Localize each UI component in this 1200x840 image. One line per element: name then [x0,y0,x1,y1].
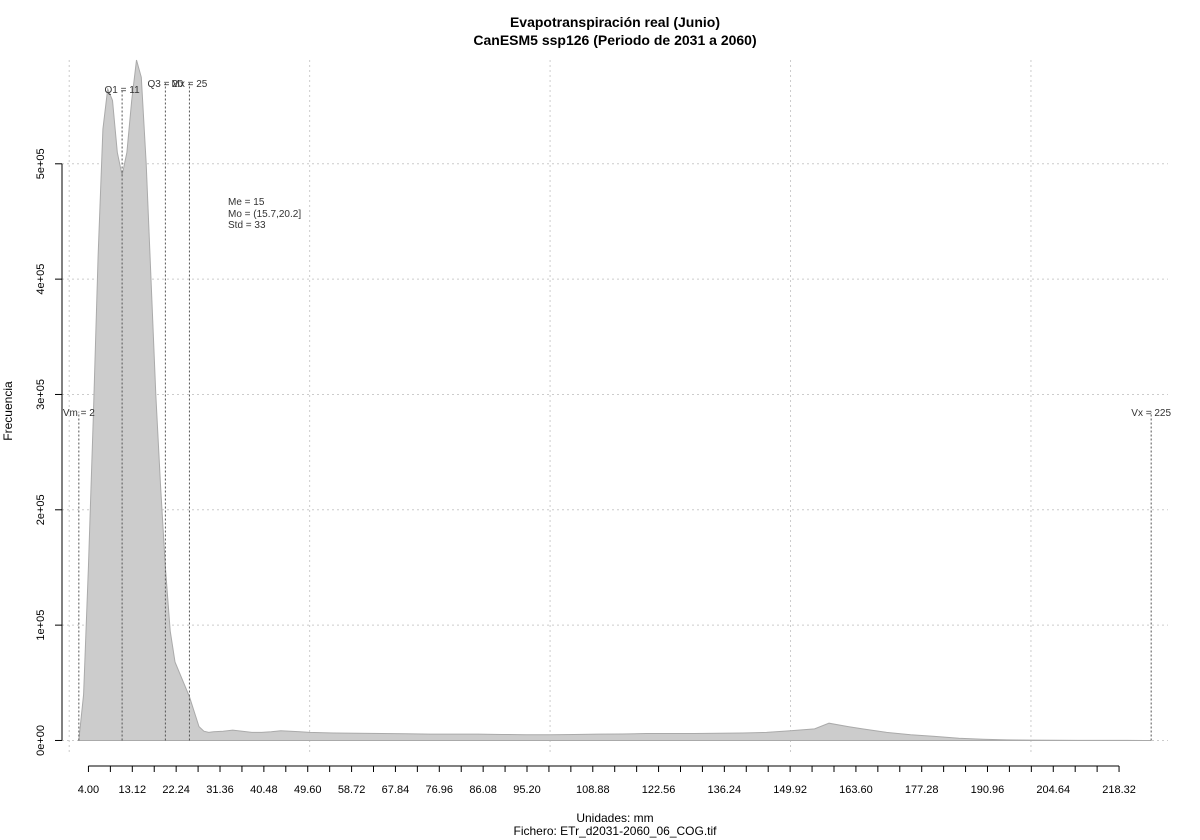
y-axis-label: Frecuencia [1,381,15,441]
y-tick-label: 4e+05 [35,264,47,295]
y-axis: 0e+00 1e+05 2e+05 3e+05 4e+05 5e+05 [35,148,63,756]
density-area [78,59,1152,741]
x-tick-label: 58.72 [338,784,366,796]
x-tick-label: 190.96 [971,784,1005,796]
x-tick-label: 95.20 [513,784,541,796]
y-tick-label: 2e+05 [35,494,47,525]
x-tick-label: 13.12 [119,784,147,796]
x-axis-label: Unidades: mm [576,811,654,825]
x-tick-label: 177.28 [905,784,939,796]
file-name-caption: Fichero: ETr_d2031-2060_06_COG.tif [513,824,717,838]
density-area-layer [78,59,1152,741]
x-axis: 4.00 13.12 22.24 31.36 40.48 49.60 58.72 67.84 7… [78,765,1136,796]
y-tick-label: 3e+05 [35,379,47,410]
x-tick-label: 22.24 [162,784,190,796]
y-tick-label: 5e+05 [35,148,47,179]
y-tick-label: 0e+00 [35,725,47,756]
x-tick-label: 31.36 [206,784,234,796]
stat-line-label: Q1 = 11 [105,85,141,96]
x-tick-label: 149.92 [773,784,807,796]
stat-line-label: Mx = 25 [172,79,208,90]
x-tick-label: 4.00 [78,784,99,796]
y-tick-label: 1e+05 [35,610,47,641]
statistics-box: Me = 15 Mo = (15.7,20.2] Std = 33 [228,197,301,232]
x-tick-label: 76.96 [426,784,454,796]
x-tick-label: 108.88 [576,784,610,796]
x-tick-label: 49.60 [294,784,322,796]
x-tick-label: 122.56 [642,784,676,796]
stat-line-label: Q3 = 20 [147,79,183,90]
x-tick-label: 204.64 [1036,784,1070,796]
grid-lines [62,60,1168,752]
x-tick-label: 218.32 [1102,784,1136,796]
median-stat: Me = 15 [228,197,265,208]
x-tick-label: 86.08 [469,784,497,796]
chart-subtitle: CanESM5 ssp126 (Periodo de 2031 a 2060) [473,32,757,48]
x-tick-label: 136.24 [708,784,742,796]
chart-title: Evapotranspiración real (Junio) [509,14,721,30]
x-tick-label: 67.84 [382,784,410,796]
x-tick-label: 163.60 [839,784,873,796]
stat-line-label: Vx = 225 [1131,408,1171,419]
x-tick-label: 40.48 [250,784,278,796]
std-stat: Std = 33 [228,220,266,231]
mode-stat: Mo = (15.7,20.2] [228,208,302,220]
stat-line-label: Vm = 2 [63,408,95,419]
